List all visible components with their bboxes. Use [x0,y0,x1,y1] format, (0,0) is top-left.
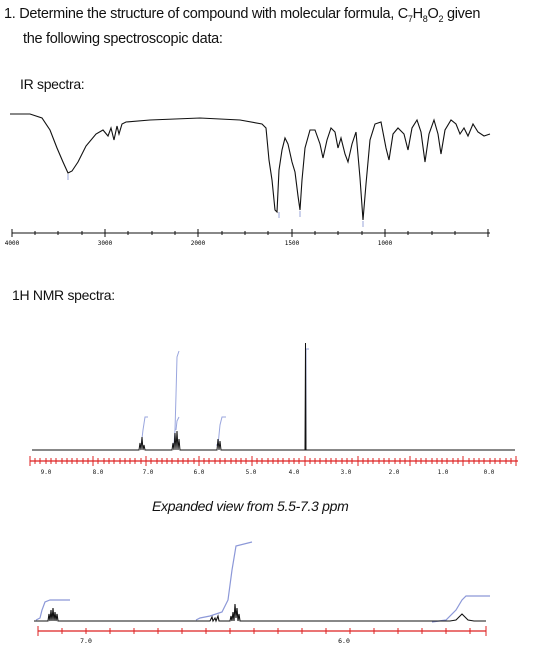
ir-spectrum: 4000 3000 2000 1500 1000 [0,100,533,260]
nmr-tick-9: 9.0 [41,469,52,476]
ir-tick-3000: 3000 [98,240,113,247]
question-line1: 1. Determine the structure of compound w… [4,6,480,22]
nmr-tick-4: 4.0 [289,469,300,476]
expanded-spectrum: 7.0 6.0 [0,530,533,654]
nmr-tick-2: 2.0 [389,469,400,476]
question-text: 1. Determine the structure of compound w… [4,4,480,49]
question-line2: the following spectroscopic data: [4,29,480,49]
nmr-tick-6: 6.0 [194,469,205,476]
nmr-tick-3: 3.0 [341,469,352,476]
nmr-tick-7: 7.0 [143,469,154,476]
expanded-tick-7: 7.0 [80,637,92,645]
nmr-tick-labels: 9.0 8.0 7.0 6.0 5.0 4.0 3.0 2.0 1.0 0.0 [41,469,495,476]
ir-title: IR spectra: [20,76,84,92]
ir-tick-1500: 1500 [285,240,300,247]
nmr-tick-5: 5.0 [246,469,257,476]
ir-peak-markers [68,174,363,227]
nmr-title: 1H NMR spectra: [12,287,115,303]
ir-tick-4000: 4000 [5,240,20,247]
expanded-integration-curves [36,542,490,622]
nmr-integration-curves [140,349,309,447]
ir-tick-2000: 2000 [191,240,206,247]
expanded-trace [34,604,486,621]
expanded-title: Expanded view from 5.5-7.3 ppm [152,498,348,514]
ir-tick-1000: 1000 [378,240,393,247]
nmr-spectrum: 9.0 8.0 7.0 6.0 5.0 4.0 3.0 2.0 1.0 0.0 [0,335,533,490]
nmr-tick-1: 1.0 [438,469,449,476]
expanded-tick-6: 6.0 [338,637,350,645]
nmr-trace [32,343,515,450]
nmr-tick-8: 8.0 [93,469,104,476]
nmr-tick-0: 0.0 [484,469,495,476]
ir-trace [10,114,490,220]
